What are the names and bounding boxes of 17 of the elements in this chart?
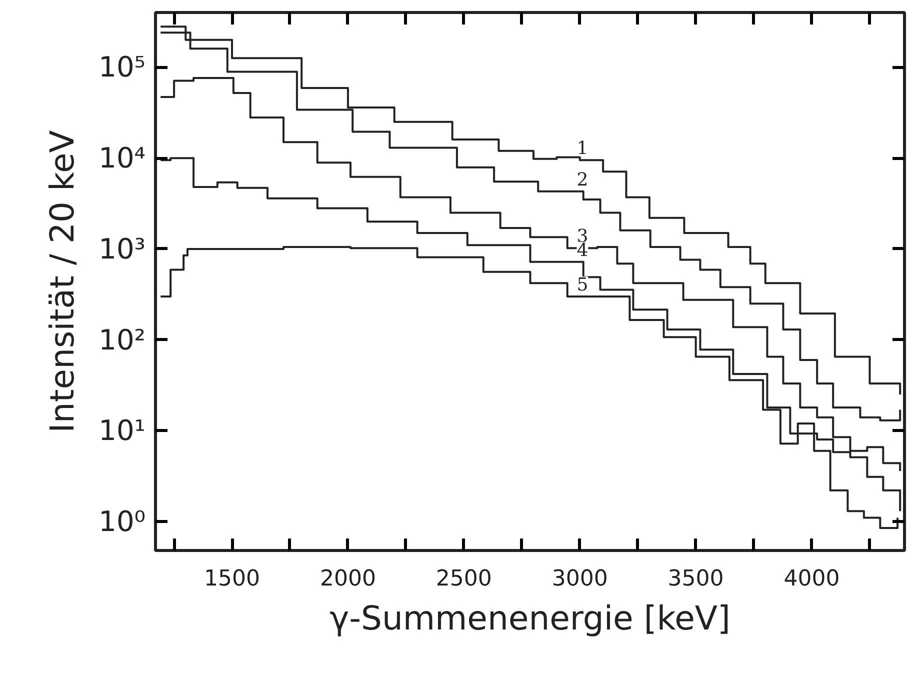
x-tick-label: 3000: [552, 566, 608, 592]
y-tick-label: 10⁴: [98, 142, 146, 175]
y-tick-label: 10¹: [98, 414, 146, 448]
series-label: 2: [576, 169, 588, 190]
x-tick-label: 2000: [320, 566, 376, 592]
y-tick-label: 10⁰: [98, 505, 146, 538]
y-tick-label: 10³: [98, 232, 146, 266]
y-axis-title: Intensität / 20 keV: [42, 130, 82, 433]
x-tick-label: 1500: [204, 566, 260, 592]
series-label: 1: [576, 138, 588, 160]
y-tick-label: 10⁵: [98, 50, 146, 84]
x-tick-label: 2500: [436, 566, 492, 592]
x-axis-title: γ-Summenenergie [keV]: [330, 598, 730, 638]
series-label: 5: [576, 274, 588, 296]
x-tick-label: 3500: [668, 566, 724, 592]
y-tick-label: 10²: [98, 323, 146, 356]
x-tick-label: 4000: [784, 566, 840, 592]
